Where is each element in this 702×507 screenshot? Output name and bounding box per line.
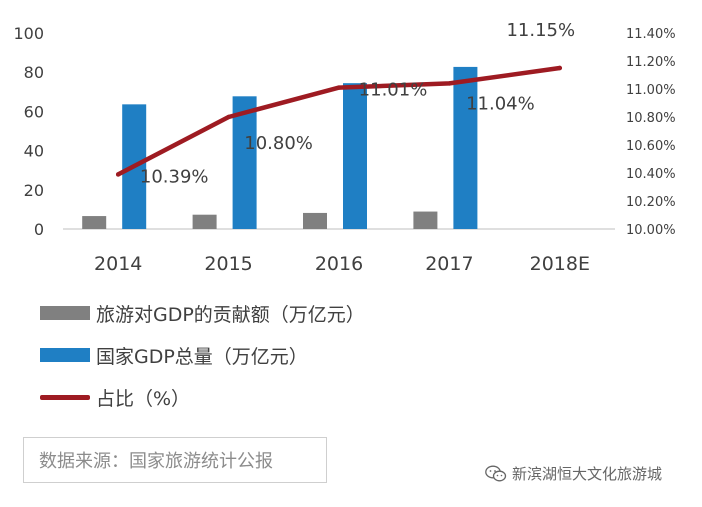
ratio-point [557,65,562,71]
x-axis: 2014 2015 2016 2017 2018E [94,253,590,275]
ratio-line-layer [115,65,563,177]
right-tick-label: 10.80% [626,111,676,126]
bar-gdp [453,66,478,230]
legend-label: 占比（%） [96,387,191,410]
bar-tourism [192,214,217,229]
bars [82,66,478,230]
watermark: 新滨湖恒大文化旅游城 [485,463,662,484]
watermark-text: 新滨湖恒大文化旅游城 [512,465,663,483]
legend-swatch-gray [40,306,90,320]
right-tick-label: 10.20% [626,195,676,210]
right-tick-label: 11.00% [626,83,676,98]
bar-tourism [82,216,107,229]
category-label: 2015 [204,253,252,275]
ratio-data-label: 10.80% [244,133,313,154]
ratio-point [116,172,121,177]
legend-item-ratio: 占比（%） [40,376,365,418]
legend-item-gdp: 国家GDP总量（万亿元） [40,334,365,376]
data-labels: 10.39% 10.80% 11.01% 11.04% 11.15% [140,20,575,187]
legend: 旅游对GDP的贡献额（万亿元） 国家GDP总量（万亿元） 占比（%） [40,292,365,418]
right-tick-label: 11.40% [626,27,676,42]
left-tick-label: 20 [24,181,44,200]
ratio-line [115,65,563,177]
bar-tourism [413,211,438,229]
left-tick-label: 40 [24,142,44,161]
ratio-point [447,81,452,86]
right-tick-label: 11.20% [626,55,676,70]
right-tick-label: 10.60% [626,139,676,154]
category-label: 2018E [530,253,590,275]
ratio-point [226,114,231,120]
left-tick-label: 60 [24,102,44,121]
ratio-data-label: 11.15% [506,20,575,41]
bar-tourism [303,212,327,229]
legend-label: 旅游对GDP的贡献额（万亿元） [96,303,365,326]
left-axis: 0 20 40 60 80 100 [13,24,44,239]
right-axis: 10.00% 10.20% 10.40% 10.60% 10.80% 11.00% 11.2… [626,27,676,238]
ratio-data-label: 11.04% [466,93,535,114]
ratio-data-label: 11.01% [359,80,428,101]
ratio-data-label: 10.39% [140,166,209,187]
source-note: 数据来源：国家旅游统计公报 [23,437,327,483]
right-tick-label: 10.00% [626,223,676,238]
category-label: 2014 [94,253,142,275]
left-tick-label: 0 [34,220,44,239]
wechat-icon [485,465,507,481]
ratio-point [336,85,342,90]
bar-gdp [232,96,257,229]
legend-swatch-line [40,394,90,400]
category-label: 2016 [315,253,363,275]
legend-item-tourism: 旅游对GDP的贡献额（万亿元） [40,292,365,334]
source-text: 数据来源：国家旅游统计公报 [39,451,273,472]
left-tick-label: 80 [24,63,44,82]
category-label: 2017 [425,253,473,275]
left-tick-label: 100 [13,24,44,43]
bar-gdp [343,83,367,230]
right-tick-label: 10.40% [626,167,676,182]
legend-swatch-blue [40,348,90,362]
legend-label: 国家GDP总量（万亿元） [96,345,308,368]
